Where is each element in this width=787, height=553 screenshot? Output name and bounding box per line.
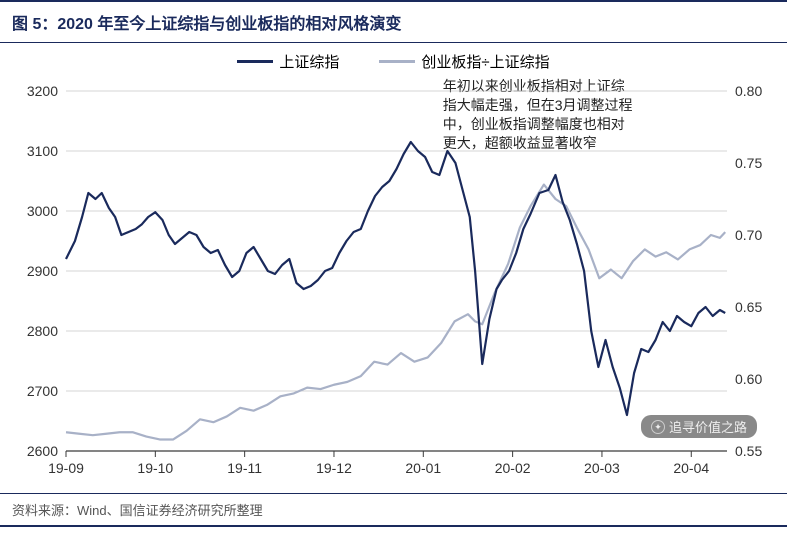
svg-text:0.55: 0.55	[735, 443, 762, 459]
svg-text:20-04: 20-04	[673, 460, 709, 476]
svg-text:0.80: 0.80	[735, 83, 762, 99]
svg-text:20-01: 20-01	[405, 460, 441, 476]
svg-text:0.70: 0.70	[735, 227, 762, 243]
svg-text:0.75: 0.75	[735, 155, 762, 171]
svg-text:2900: 2900	[27, 263, 58, 279]
source-bar: 资料来源：Wind、国信证券经济研究所整理	[0, 493, 787, 527]
svg-text:19-09: 19-09	[48, 460, 84, 476]
svg-text:19-12: 19-12	[316, 460, 352, 476]
svg-text:2600: 2600	[27, 443, 58, 459]
chart-area: 上证综指 创业板指÷上证综指 年初以来创业板指相对上证综 指大幅走强，但在3月调…	[0, 43, 787, 493]
figure-number: 图 5：	[12, 16, 57, 33]
svg-text:3200: 3200	[27, 83, 58, 99]
svg-text:19-10: 19-10	[137, 460, 173, 476]
svg-text:20-02: 20-02	[495, 460, 531, 476]
svg-text:3100: 3100	[27, 143, 58, 159]
figure-title: 2020 年至今上证综指与创业板指的相对风格演变	[57, 16, 401, 33]
source-text: 资料来源：Wind、国信证券经济研究所整理	[12, 503, 263, 518]
svg-text:2800: 2800	[27, 323, 58, 339]
svg-text:3000: 3000	[27, 203, 58, 219]
svg-text:0.60: 0.60	[735, 371, 762, 387]
watermark: ✦ 追寻价值之路	[641, 415, 757, 438]
watermark-text: 追寻价值之路	[669, 417, 747, 436]
svg-text:0.65: 0.65	[735, 299, 762, 315]
svg-text:19-11: 19-11	[227, 460, 262, 476]
wechat-icon: ✦	[651, 420, 665, 434]
svg-text:20-03: 20-03	[584, 460, 620, 476]
svg-text:2700: 2700	[27, 383, 58, 399]
chart-title-bar: 图 5：2020 年至今上证综指与创业板指的相对风格演变	[0, 0, 787, 43]
